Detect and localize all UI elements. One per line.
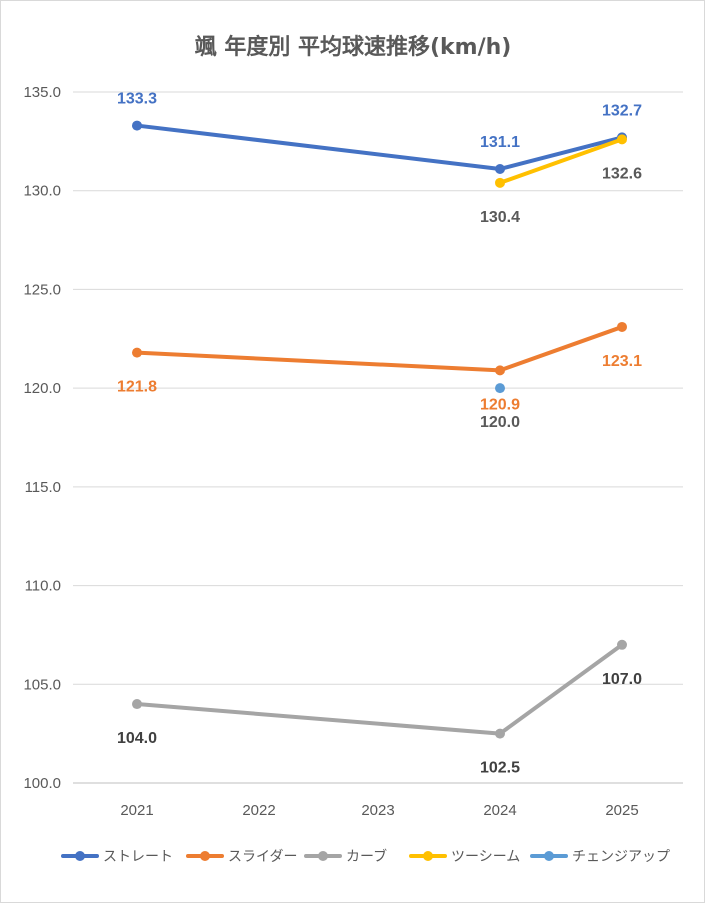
data-label: 123.1 (602, 353, 642, 370)
x-tick-label: 2024 (483, 802, 516, 819)
legend-item: チェンジアップ (530, 849, 670, 865)
series-2 (132, 321, 627, 376)
y-tick-label: 105.0 (23, 676, 61, 693)
label-layer: 133.3 131.1 132.7 121.8 120.9 123.1 104.0 102.5… (117, 91, 642, 777)
data-point (495, 163, 505, 174)
legend-marker (544, 851, 554, 861)
data-point (132, 347, 142, 358)
series-line (135, 324, 624, 373)
y-tick-label: 125.0 (23, 281, 61, 298)
legend-marker (200, 851, 210, 861)
legend-label: ストレート (103, 849, 173, 865)
y-tick-label: 115.0 (25, 479, 61, 496)
x-tick-label: 2025 (605, 802, 638, 819)
y-tick-label: 100.0 (23, 775, 61, 792)
data-label: 133.3 (117, 91, 157, 108)
legend-item: スライダー (186, 849, 297, 865)
data-point (132, 120, 142, 131)
data-label: 131.1 (480, 134, 520, 151)
data-label: 120.9 (480, 396, 520, 413)
x-tick-label: 2021 (120, 802, 153, 819)
y-tick-label: 110.0 (25, 578, 61, 595)
legend: ストレート スライダー カーブ ツーシーム チェンジアップ (61, 848, 670, 865)
series-4 (495, 134, 627, 188)
legend-marker (318, 851, 328, 861)
data-point (617, 639, 627, 650)
data-point (495, 383, 505, 394)
data-label: 107.0 (602, 671, 642, 688)
legend-label: スライダー (228, 849, 297, 865)
data-point (617, 321, 627, 332)
chart-title: 颯 年度別 平均球速推移(km/h) (195, 34, 512, 60)
data-point (495, 177, 505, 188)
y-tick-label: 120.0 (23, 380, 61, 397)
data-label: 121.8 (117, 379, 157, 396)
data-label: 132.7 (602, 102, 642, 119)
x-tick-label: 2022 (242, 802, 275, 819)
y-tick-label: 130.0 (23, 183, 61, 200)
legend-item: ツーシーム (409, 849, 520, 865)
data-label: 132.6 (602, 165, 642, 182)
data-point (495, 365, 505, 376)
series-line (135, 123, 624, 171)
legend-label: ツーシーム (451, 849, 520, 865)
x-tick-label: 2023 (361, 802, 394, 819)
data-label: 104.0 (117, 730, 157, 747)
data-label: 130.4 (480, 209, 520, 226)
series-line (498, 137, 624, 185)
legend-marker (75, 851, 85, 861)
legend-item: カーブ (304, 848, 387, 865)
axis-layer: 100.0 105.0 110.0 115.0 120.0 125.0 130.0 135.0… (23, 84, 638, 819)
legend-label: カーブ (346, 848, 387, 865)
data-point (617, 134, 627, 145)
data-point (132, 699, 142, 710)
series-5 (495, 383, 505, 394)
series-layer (132, 120, 627, 739)
legend-item: ストレート (61, 849, 173, 865)
y-tick-label: 135.0 (23, 84, 61, 101)
data-point (495, 728, 505, 739)
grid-layer (73, 91, 683, 784)
data-label: 120.0 (480, 414, 520, 431)
data-label: 102.5 (480, 760, 520, 777)
legend-marker (423, 851, 433, 861)
legend-label: チェンジアップ (572, 849, 670, 865)
series-line (135, 642, 624, 736)
series-3 (132, 639, 627, 739)
